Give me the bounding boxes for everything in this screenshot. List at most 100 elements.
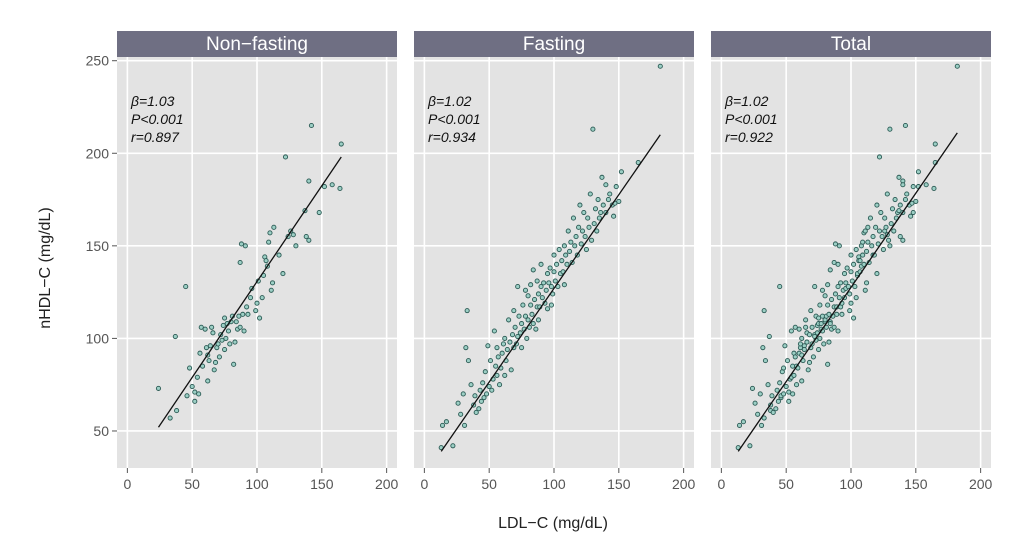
data-point <box>747 443 753 449</box>
x-tick-label: 200 <box>672 476 696 492</box>
data-point <box>777 284 783 290</box>
data-point <box>477 387 483 393</box>
data-point <box>904 191 910 197</box>
data-point <box>494 345 500 351</box>
panel-title: Fasting <box>523 34 585 55</box>
data-point <box>910 184 916 190</box>
data-point <box>254 300 260 306</box>
data-point <box>533 326 539 332</box>
data-point <box>792 324 798 330</box>
data-point <box>225 328 232 334</box>
data-point <box>834 311 840 317</box>
data-point <box>268 287 274 293</box>
data-point <box>847 291 853 297</box>
data-point <box>851 261 857 267</box>
data-point <box>512 324 518 330</box>
stat-annotation: r=0.897 <box>131 129 180 145</box>
data-point <box>598 209 604 216</box>
data-point <box>215 341 221 347</box>
data-point <box>206 358 212 364</box>
data-point <box>517 330 523 336</box>
data-point <box>870 234 876 240</box>
data-point <box>590 126 596 132</box>
x-tick-label: 150 <box>607 476 631 492</box>
data-point <box>489 387 495 393</box>
panel-strip <box>711 31 991 57</box>
data-point <box>212 359 219 366</box>
data-point <box>458 411 464 417</box>
data-point <box>835 284 841 290</box>
data-point <box>611 213 617 219</box>
data-point <box>786 389 792 395</box>
data-point <box>902 122 908 129</box>
data-point <box>167 415 173 421</box>
regression-line <box>737 132 958 452</box>
data-point <box>242 243 248 249</box>
data-point <box>913 198 919 204</box>
data-point <box>932 141 938 147</box>
data-point <box>879 234 885 240</box>
data-point <box>829 296 835 303</box>
data-point <box>528 282 534 288</box>
data-point <box>443 419 449 425</box>
data-point <box>240 311 246 317</box>
x-tick-label: 50 <box>778 476 794 492</box>
data-point <box>803 324 809 330</box>
data-point <box>865 224 871 230</box>
data-point <box>568 239 574 245</box>
data-point <box>613 184 619 190</box>
data-point <box>551 252 557 258</box>
data-point <box>761 415 767 421</box>
data-point <box>788 328 794 334</box>
panels: Non−fasting 0 50 100 150 200 50 100 150 200 250 β=1… <box>86 31 993 492</box>
data-point <box>502 372 508 378</box>
data-point <box>525 317 531 323</box>
data-point <box>450 443 456 449</box>
data-point <box>576 224 582 230</box>
data-point <box>493 363 499 369</box>
stat-annotation: r=0.934 <box>428 129 476 145</box>
data-point <box>506 317 512 323</box>
y-tick-label: 150 <box>86 238 110 254</box>
data-point <box>541 280 547 286</box>
data-point <box>194 374 200 380</box>
stat-annotation: β=1.02 <box>724 93 769 109</box>
data-point <box>755 411 761 417</box>
data-point <box>915 169 921 175</box>
data-point <box>790 391 796 397</box>
data-point <box>886 237 892 243</box>
stat-annotation: β=1.02 <box>427 93 472 109</box>
data-point <box>253 308 259 314</box>
data-point <box>810 354 816 360</box>
data-point <box>548 284 554 290</box>
data-point <box>900 237 906 243</box>
data-point <box>818 321 824 327</box>
data-point <box>848 252 854 258</box>
data-point <box>581 209 587 216</box>
data-point <box>209 324 215 330</box>
data-point <box>844 265 850 271</box>
data-point <box>816 315 822 321</box>
data-point <box>211 367 217 373</box>
data-point <box>232 339 238 345</box>
data-point <box>528 302 534 308</box>
data-point <box>519 321 525 327</box>
data-point <box>851 315 857 321</box>
data-point <box>884 191 890 197</box>
data-point <box>544 306 551 312</box>
data-point <box>241 328 247 334</box>
data-point <box>806 332 813 338</box>
data-point <box>337 185 343 191</box>
data-point <box>554 261 560 267</box>
data-point <box>786 398 792 404</box>
data-point <box>878 209 884 216</box>
data-point <box>808 308 814 314</box>
data-point <box>845 284 851 290</box>
data-point <box>796 326 802 332</box>
stat-annotation: P<0.001 <box>131 111 184 127</box>
data-point <box>525 293 531 299</box>
data-point <box>607 191 613 197</box>
data-point <box>769 393 775 399</box>
x-tick-label: 150 <box>904 476 928 492</box>
data-point <box>876 228 883 234</box>
